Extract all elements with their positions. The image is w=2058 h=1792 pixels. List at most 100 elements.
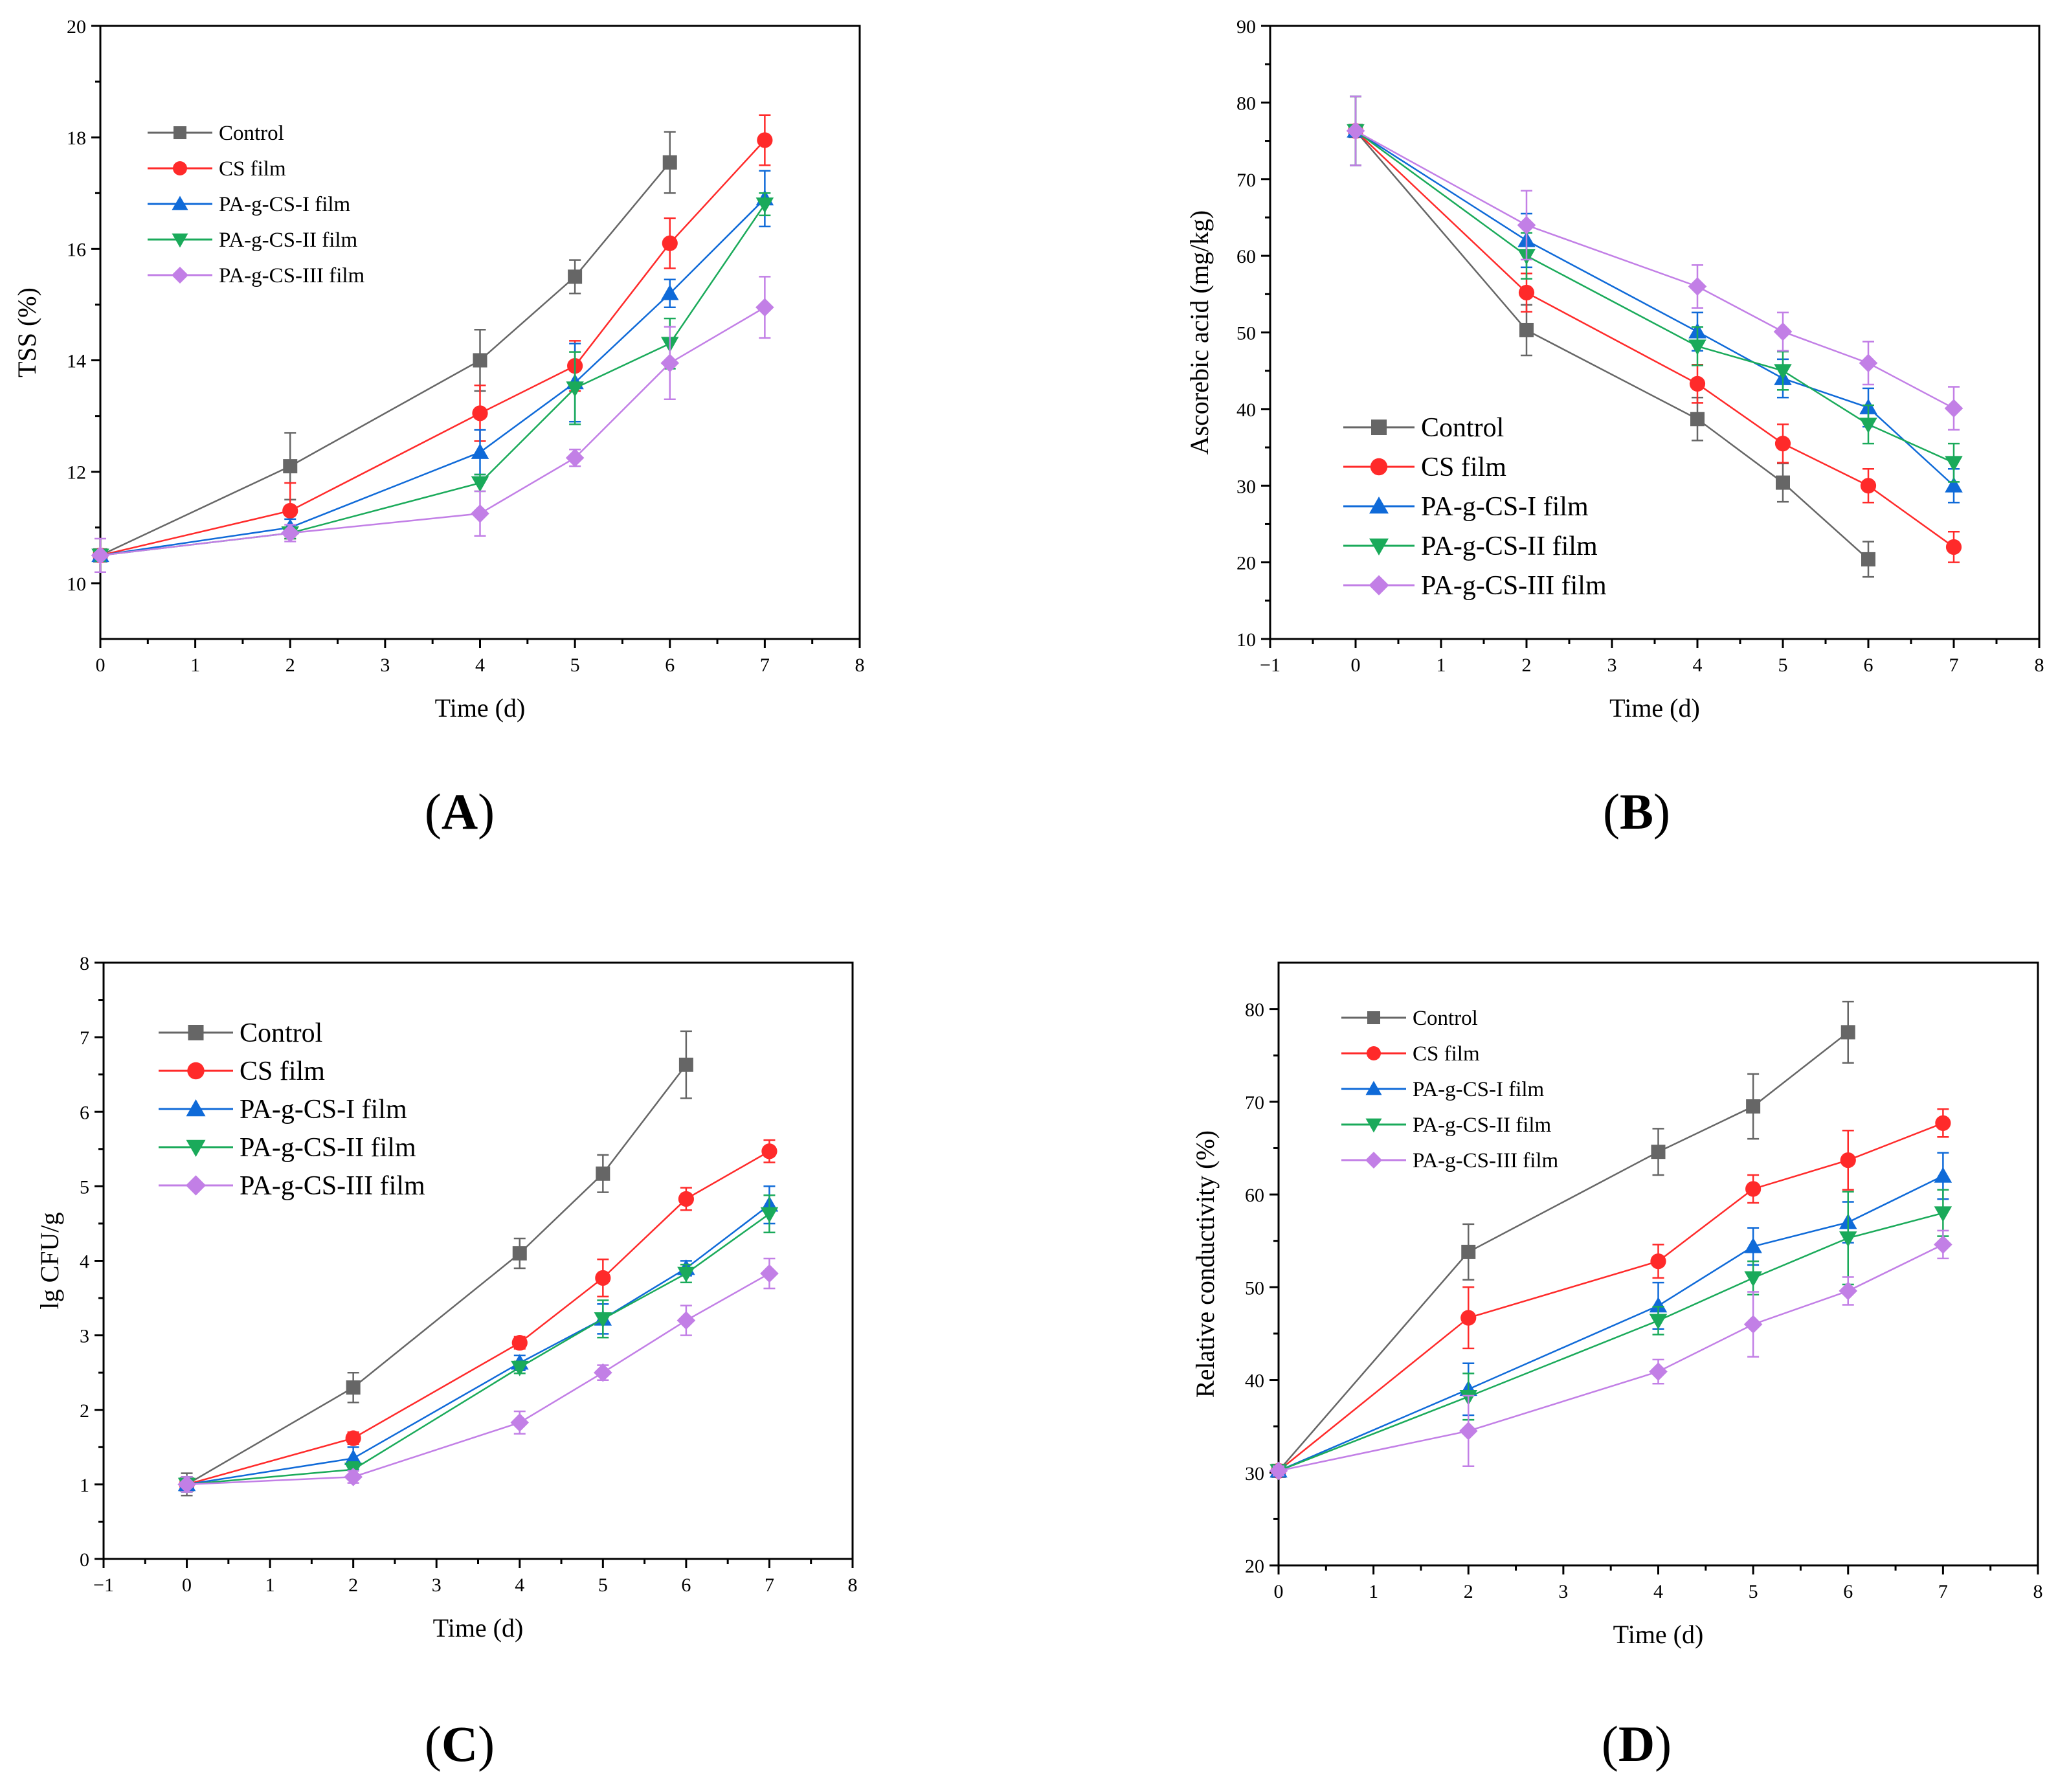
data-point [1945,456,1963,472]
data-point [471,443,489,459]
panel-label-letter: C [442,1716,478,1772]
data-point [1839,1231,1857,1248]
legend-label: PA-g-CS-III film [1421,571,1607,601]
x-tick-label: 8 [848,1574,858,1596]
series-line [100,197,766,557]
legend-marker [173,126,186,139]
panel-label-close-paren: ) [478,1716,495,1772]
legend-entry: PA-g-CS-I film [1341,1078,1545,1101]
data-point [91,546,110,565]
panel-label-open-paren: ( [1603,783,1620,840]
y-tick-label: 10 [1236,629,1256,651]
legend-label: PA-g-CS-I film [240,1095,407,1125]
legend-entry: PA-g-CS-II film [159,1133,416,1163]
legend-label: CS film [1421,453,1506,482]
y-tick-label: 20 [1245,1556,1264,1577]
y-axis-title: Relative conductivity (%) [1191,1130,1220,1398]
data-point [1776,475,1790,490]
x-tick-label: 8 [2033,1581,2043,1602]
x-tick-label: 5 [1749,1581,1758,1602]
legend-entry: CS film [1341,1042,1480,1066]
y-tick-label: 7 [80,1027,89,1049]
legend-label: PA-g-CS-II film [240,1133,416,1163]
data-point [1461,1244,1476,1259]
legend-label: PA-g-CS-I film [219,193,351,216]
data-point [1690,412,1705,427]
series-line [1278,1244,1943,1472]
y-tick-label: 3 [80,1326,89,1347]
series-pa-g-cs-iii-film [91,276,774,573]
data-point [1649,1362,1668,1381]
data-point [1944,399,1963,418]
data-point [1649,1297,1668,1313]
legend-entry: CS film [159,1057,325,1086]
x-tick-label: −1 [93,1574,114,1596]
data-point [660,353,680,373]
data-point [1688,339,1706,355]
data-point [1839,1281,1858,1301]
series-line [1355,130,1954,409]
data-point [565,448,585,467]
y-tick-label: 10 [67,574,86,595]
legend-entry: CS film [148,157,286,181]
x-tick-label: 2 [348,1574,358,1596]
data-point [471,504,489,523]
data-point [757,132,773,148]
data-point [760,1264,779,1283]
data-point [1269,1461,1288,1481]
x-tick-label: 5 [598,1574,608,1596]
x-tick-label: 3 [432,1574,442,1596]
y-tick-label: 90 [1236,16,1256,38]
x-tick-label: 3 [380,655,390,676]
legend-marker [1371,420,1387,435]
data-point [280,524,300,543]
data-point [1773,322,1793,341]
data-point [512,1246,527,1260]
data-point [473,353,487,368]
y-tick-label: 12 [67,462,86,484]
x-tick-label: 2 [1522,655,1532,676]
legend-marker [1369,538,1389,555]
legend-marker [1369,575,1389,596]
y-tick-label: 30 [1245,1463,1264,1484]
panel-label-open-paren: ( [425,783,442,840]
series-line [1355,130,1954,548]
legend-marker [1367,1011,1380,1024]
data-point [471,476,489,492]
y-tick-label: 20 [1236,553,1256,574]
x-axis-title: Time (d) [433,1613,524,1642]
series-pa-g-cs-iii-film [177,1257,779,1494]
y-axis-title: lg CFU/g [35,1212,64,1309]
x-tick-label: 8 [855,655,865,676]
x-tick-label: 6 [1843,1581,1853,1602]
y-tick-label: 5 [80,1176,89,1198]
x-tick-label: 5 [570,655,580,676]
data-point [1745,1181,1762,1197]
series-pa-g-cs-i-film [1269,1152,1952,1478]
series-line [186,1272,770,1486]
y-tick-label: 80 [1245,1000,1264,1021]
panel-label: (A) [425,783,495,840]
x-tick-label: 6 [665,655,675,676]
panel-label: (D) [1602,1716,1672,1772]
y-tick-label: 40 [1236,399,1256,421]
data-point [283,459,298,474]
legend-entry: Control [1341,1007,1478,1030]
data-point [1934,1206,1952,1222]
series-pa-g-cs-iii-film [1269,1229,1952,1481]
legend-marker [172,196,188,210]
data-point [1859,418,1877,434]
legend-marker [188,1025,204,1040]
data-point [1519,322,1534,337]
series-control [179,1030,693,1497]
x-tick-label: 4 [515,1574,524,1596]
legend-entry: PA-g-CS-I film [1343,492,1589,522]
series-line [186,1064,687,1485]
legend-label: PA-g-CS-II film [219,229,358,252]
y-tick-label: 4 [80,1251,89,1273]
legend-label: PA-g-CS-III film [219,264,365,287]
data-point [1934,1235,1952,1254]
data-point [596,1166,610,1181]
legend-marker [1365,1081,1382,1095]
